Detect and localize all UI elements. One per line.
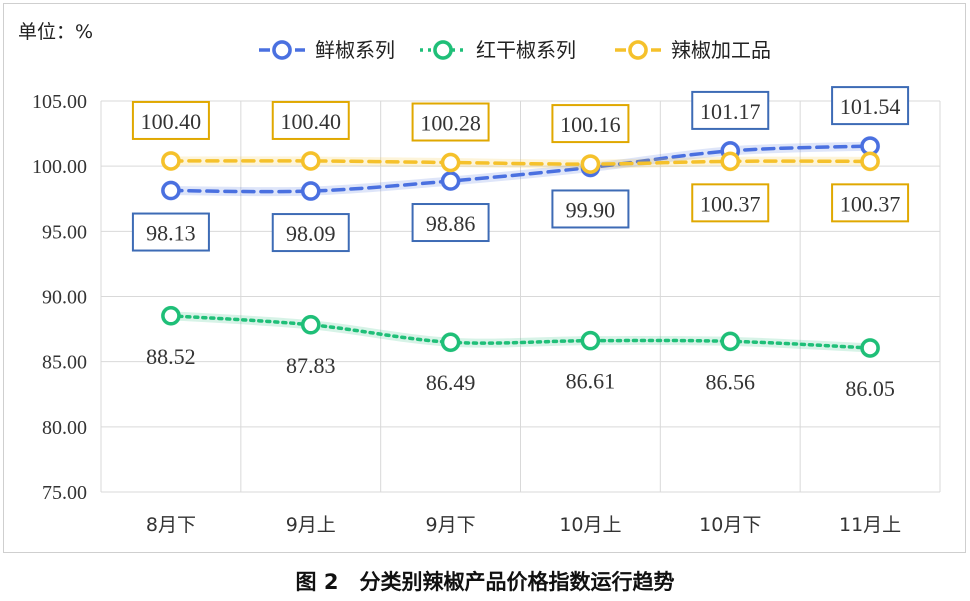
data-label-box — [551, 189, 630, 229]
x-tick-label: 10月下 — [699, 514, 761, 536]
y-tick-label: 80.00 — [42, 417, 87, 439]
y-tick-label: 100.00 — [32, 156, 87, 178]
data-label: 100.28 — [420, 111, 481, 136]
data-point-2-2 — [440, 152, 461, 173]
data-label: 98.09 — [286, 221, 336, 246]
data-point-1-2 — [440, 332, 461, 352]
data-label: 100.37 — [840, 191, 901, 216]
y-tick-label: 95.00 — [42, 221, 87, 243]
data-label: 99.90 — [566, 197, 616, 222]
x-tick-label: 9月下 — [426, 514, 476, 536]
data-label: 86.49 — [426, 370, 476, 395]
legend-marker — [628, 40, 648, 60]
data-label: 100.16 — [560, 112, 621, 137]
data-point-1-3 — [580, 330, 601, 351]
legend-label: 鲜椒系列 — [315, 38, 395, 62]
y-tick-label: 75.00 — [42, 482, 87, 504]
data-label: 87.83 — [286, 353, 336, 378]
data-label: 100.40 — [281, 109, 342, 134]
chart-frame: 75.00 80.00 85.00 90.00 95.00 100.00 105.00 8月下… — [3, 3, 966, 553]
x-tick-label: 11月上 — [839, 514, 901, 536]
x-tick-label: 9月上 — [286, 514, 336, 536]
data-point-0-1 — [301, 181, 321, 201]
data-label: 98.13 — [146, 221, 196, 246]
data-label-box — [551, 104, 630, 144]
data-label-box — [691, 183, 770, 223]
data-label-box — [131, 212, 210, 252]
legend-label: 辣椒加工品 — [671, 38, 771, 62]
series-line-1 — [169, 314, 872, 350]
data-label-box — [271, 100, 350, 140]
data-label: 86.05 — [845, 376, 895, 401]
data-point-0-2 — [440, 171, 461, 191]
y-tick-label: 105.00 — [32, 91, 87, 113]
data-point-1-0 — [161, 306, 181, 326]
data-label-box — [831, 86, 910, 126]
data-label: 98.86 — [426, 211, 476, 236]
y-tick-label: 85.00 — [42, 352, 87, 374]
data-label: 86.61 — [566, 369, 616, 394]
data-label-box — [411, 203, 490, 243]
legend-label: 红干椒系列 — [476, 38, 576, 62]
series-line-0 — [169, 144, 872, 194]
data-label-box — [691, 90, 770, 130]
figure-caption: 图 2 分类别辣椒产品价格指数运行趋势 — [295, 570, 675, 594]
data-point-2-3 — [580, 154, 601, 174]
data-label: 100.40 — [141, 109, 202, 134]
data-point-1-1 — [301, 315, 321, 335]
data-label-box — [131, 100, 210, 140]
legend-marker — [433, 40, 453, 60]
line-chart: 75.00 80.00 85.00 90.00 95.00 100.00 105.00 8月下… — [32, 38, 941, 536]
data-point-2-5 — [860, 151, 880, 172]
y-tick-label: 90.00 — [42, 287, 87, 309]
data-label-box — [831, 183, 910, 223]
data-label-box — [411, 102, 490, 142]
data-label: 100.37 — [700, 191, 761, 216]
data-label: 86.56 — [706, 369, 756, 394]
data-point-2-0 — [161, 151, 181, 171]
x-tick-label: 8月下 — [146, 514, 196, 536]
data-point-2-4 — [720, 151, 740, 172]
unit-label: 单位：% — [18, 21, 94, 43]
data-point-2-1 — [301, 151, 321, 171]
data-point-0-0 — [161, 180, 181, 201]
series-line-2 — [169, 159, 872, 166]
x-tick-label: 10月上 — [559, 514, 621, 536]
data-label: 101.54 — [840, 94, 901, 119]
data-point-1-5 — [860, 338, 880, 358]
data-label: 88.52 — [146, 344, 196, 369]
legend-marker — [272, 40, 292, 60]
data-label: 101.17 — [700, 99, 761, 124]
data-label-box — [271, 213, 350, 253]
data-point-1-4 — [720, 331, 740, 352]
